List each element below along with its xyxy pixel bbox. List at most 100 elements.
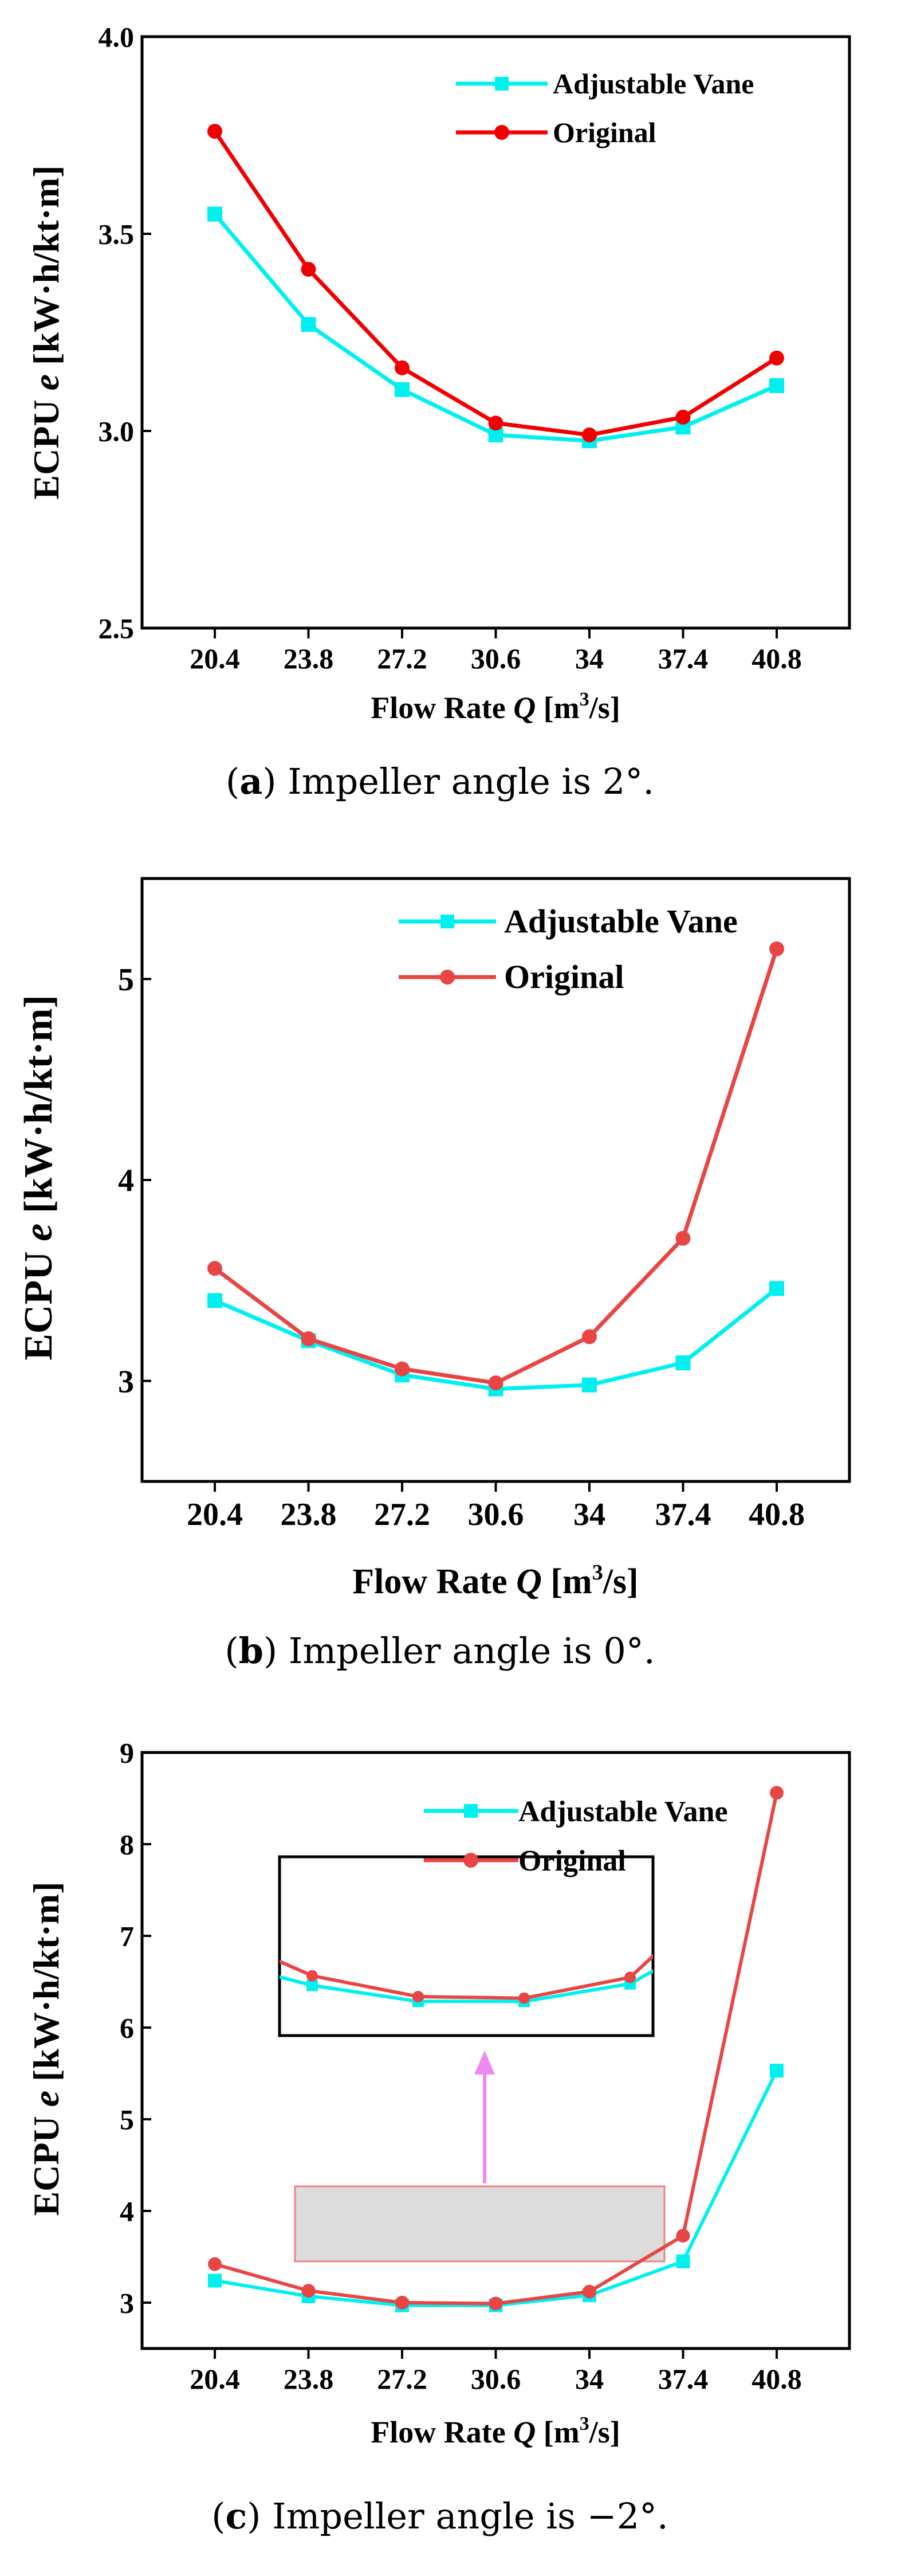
y-tick-label: 2.5 (99, 613, 135, 645)
data-point-original (301, 261, 316, 277)
y-tick-label: 9 (120, 1737, 134, 1769)
data-point-original (676, 2229, 690, 2243)
x-axis-label: Flow Rate Q [m3/s] (371, 2413, 620, 2449)
x-tick-label: 37.4 (655, 1497, 711, 1532)
legend-marker-adjustable (495, 77, 509, 91)
legend-marker-original (440, 970, 455, 985)
data-point-adjustable (395, 382, 410, 397)
y-tick-label: 3.0 (99, 415, 135, 448)
data-point-original (395, 2296, 409, 2310)
x-tick-label: 23.8 (284, 2363, 334, 2395)
legend: Adjustable Vane Original (399, 903, 738, 995)
data-point-adjustable (769, 1281, 784, 1296)
x-tick-label: 30.6 (468, 1497, 524, 1532)
chart-panel-a: 2.53.03.54.0 20.4 23.8 27.2 30.6 34 37.4 40.8 … (26, 21, 851, 725)
series-group (208, 1786, 784, 2312)
data-point-adjustable (770, 2064, 784, 2078)
zoom-region-highlight (294, 2185, 666, 2263)
x-ticks: 20.4 23.8 27.2 30.6 34 37.4 40.8 (190, 628, 802, 675)
legend-label-adjustable: Adjustable Vane (504, 903, 738, 940)
series-group (207, 941, 784, 1397)
data-point-original (675, 1230, 691, 1246)
x-tick-label: 20.4 (190, 642, 240, 675)
x-ticks: 20.4 23.8 27.2 30.6 34 37.4 40.8 (187, 1481, 805, 1532)
data-point-original (582, 1329, 597, 1344)
data-point-original (395, 1361, 410, 1377)
series-line-adjustable (214, 1287, 778, 1391)
inset-line-adjustable (280, 1969, 653, 2003)
legend-marker-original (494, 125, 509, 140)
x-tick-label: 20.4 (190, 2363, 240, 2395)
x-tick-label: 30.6 (471, 2363, 521, 2395)
x-tick-label: 37.4 (658, 642, 709, 675)
x-tick-label: 34 (575, 2363, 604, 2395)
data-point-adjustable (582, 1377, 597, 1393)
legend-marker-adjustable (440, 915, 454, 928)
y-tick-label: 8 (120, 1829, 134, 1861)
x-tick-label: 40.8 (752, 642, 802, 675)
data-point-original (769, 350, 784, 366)
caption-b: (b) Impeller angle is 0°. (225, 1630, 655, 1672)
inset-clip-group (280, 1954, 653, 2008)
y-tick-label: 4.0 (99, 21, 135, 53)
y-axis-label: ECPU e [kW·h/kt·m] (17, 995, 61, 1360)
data-point-original (488, 415, 503, 431)
caption-a: (a) Impeller angle is 2°. (226, 760, 654, 802)
data-point-original (675, 409, 691, 425)
x-ticks: 20.4 23.8 27.2 30.6 34 37.4 40.8 (190, 2348, 802, 2395)
y-ticks: 2.5 3.0 3.5 4.0 (99, 21, 151, 645)
legend-label-adjustable: Adjustable Vane (518, 1795, 728, 1828)
plot-frame (140, 35, 851, 630)
inset-point-original (306, 1970, 318, 1982)
y-axis-label: ECPU e [kW·h/kt·m] (26, 1881, 66, 2216)
series-line-original (213, 130, 778, 437)
inset-point-original (518, 1992, 530, 2004)
data-point-original (208, 2257, 222, 2271)
inset-series-group (280, 1954, 653, 2008)
legend: Adjustable Vane Original (456, 68, 754, 148)
data-point-original (207, 124, 222, 139)
data-point-original (583, 2284, 596, 2299)
y-tick-label: 5 (120, 2104, 134, 2136)
zoom-arrow (474, 2050, 495, 2183)
x-tick-label: 34 (575, 642, 604, 675)
x-tick-label: 23.8 (281, 1497, 337, 1532)
legend-marker-adjustable (464, 1804, 478, 1818)
x-tick-label: 27.2 (377, 2363, 427, 2395)
x-tick-label: 27.2 (377, 642, 427, 675)
data-point-adjustable (208, 2273, 222, 2288)
caption-c: (c) Impeller angle is −2°. (211, 2495, 668, 2537)
series-line-adjustable (213, 213, 778, 443)
data-point-original (395, 360, 410, 375)
legend-label-original: Original (518, 1845, 626, 1877)
inset-frame (278, 1855, 655, 2037)
y-ticks: 3 4 5 (118, 962, 151, 1399)
data-point-adjustable (769, 378, 784, 393)
x-tick-label: 30.6 (471, 642, 521, 675)
x-tick-label: 34 (573, 1497, 605, 1532)
x-tick-label: 40.8 (752, 2363, 802, 2395)
data-point-adjustable (301, 317, 316, 332)
zoom-inset (278, 1855, 655, 2037)
y-tick-label: 4 (118, 1163, 134, 1199)
x-tick-label: 37.4 (658, 2363, 709, 2395)
y-tick-label: 3.5 (99, 218, 135, 250)
y-axis-label: ECPU e [kW·h/kt·m] (26, 165, 66, 499)
data-point-original (207, 1261, 222, 1276)
y-ticks: 3 4 5 6 7 8 9 (120, 1737, 151, 2319)
legend-label-original: Original (504, 958, 624, 995)
x-axis-label: Flow Rate Q [m3/s] (352, 1561, 638, 1601)
data-point-original (488, 1375, 503, 1391)
data-point-original (770, 1786, 784, 1800)
data-point-original (582, 427, 597, 442)
x-tick-label: 20.4 (187, 1497, 243, 1532)
legend-label-original: Original (553, 116, 656, 148)
x-tick-label: 40.8 (749, 1497, 805, 1532)
y-tick-label: 5 (118, 962, 134, 998)
series-line-original (213, 948, 779, 1385)
y-tick-label: 3 (120, 2287, 134, 2319)
data-point-adjustable (675, 1355, 691, 1371)
zoom-arrow-head (474, 2050, 495, 2075)
